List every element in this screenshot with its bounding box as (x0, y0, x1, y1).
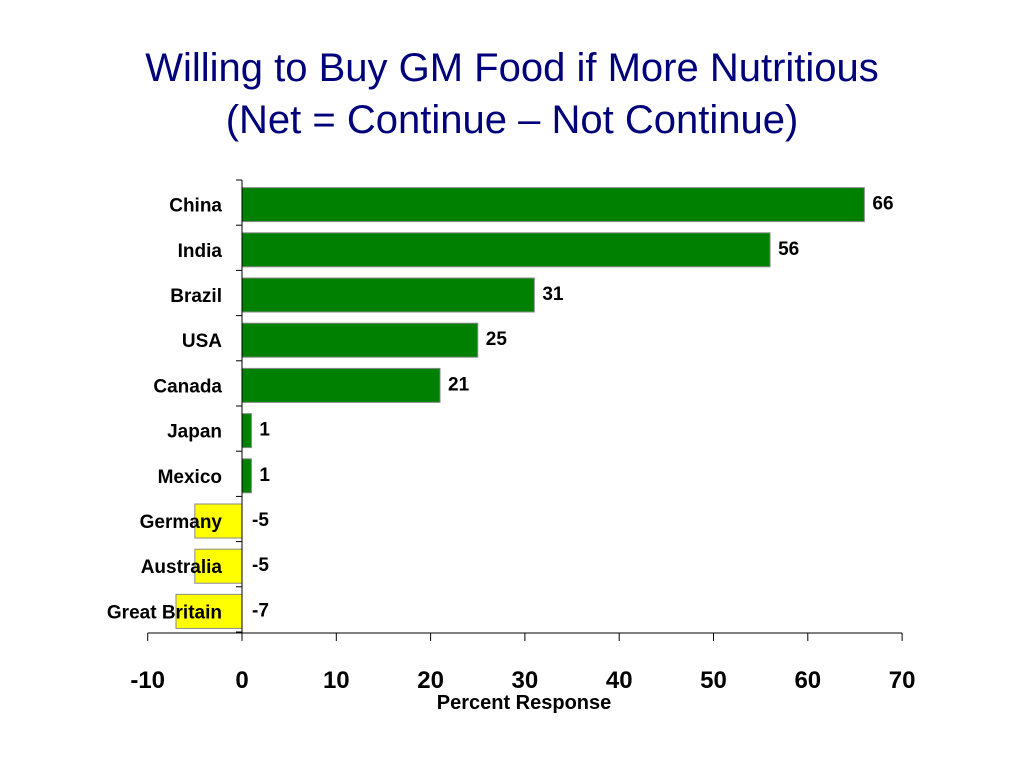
x-tick-label: -10 (130, 667, 165, 694)
bar-china (241, 187, 865, 223)
value-label-usa: 25 (486, 329, 508, 350)
category-label-great-britain: Great Britain (107, 602, 222, 623)
x-tick-label: 70 (889, 667, 916, 694)
bar-india (241, 232, 771, 268)
x-tick-label: 60 (794, 667, 821, 694)
value-label-india: 56 (778, 239, 799, 260)
value-label-canada: 21 (448, 374, 470, 395)
value-label-mexico: 1 (259, 465, 270, 486)
value-label-japan: 1 (259, 420, 270, 441)
x-tick-label: 20 (417, 667, 444, 694)
category-label-germany: Germany (140, 512, 223, 533)
x-tick-label: 10 (323, 667, 350, 694)
value-label-brazil: 31 (542, 284, 564, 305)
value-label-australia: -5 (252, 555, 269, 576)
category-label-canada: Canada (153, 376, 222, 397)
x-tick-label: 30 (512, 667, 539, 694)
value-label-germany: -5 (252, 510, 269, 531)
bars-group (175, 187, 865, 629)
labels-group: China 66 India 56 Brazil 31 USA 25 Canada 21 Japan… (107, 194, 916, 694)
bar-germany (194, 503, 243, 539)
chart-title-line-2: (Net = Continue – Not Continue) (225, 98, 799, 142)
x-axis-label: Percent Response (437, 692, 612, 714)
bar-usa (241, 322, 479, 358)
x-tick-label: 50 (700, 667, 727, 694)
category-label-australia: Australia (141, 557, 223, 578)
bar-mexico (241, 458, 252, 494)
chart-title: Willing to Buy GM Food if More Nutritiou… (0, 42, 1024, 146)
category-label-mexico: Mexico (158, 467, 222, 488)
value-label-china: 66 (872, 194, 893, 215)
bar-brazil (241, 277, 535, 313)
category-label-usa: USA (182, 331, 222, 352)
bar-japan (241, 413, 252, 449)
axes-group (147, 179, 903, 641)
category-label-japan: Japan (167, 422, 222, 443)
value-label-great-britain: -7 (252, 600, 269, 621)
chart-title-line-1: Willing to Buy GM Food if More Nutritiou… (145, 46, 879, 90)
x-tick-label: 0 (235, 667, 248, 694)
x-tick-label: 40 (606, 667, 633, 694)
category-label-brazil: Brazil (170, 286, 222, 307)
bar-canada (241, 367, 441, 403)
category-label-china: China (169, 196, 222, 217)
category-label-india: India (178, 241, 223, 262)
